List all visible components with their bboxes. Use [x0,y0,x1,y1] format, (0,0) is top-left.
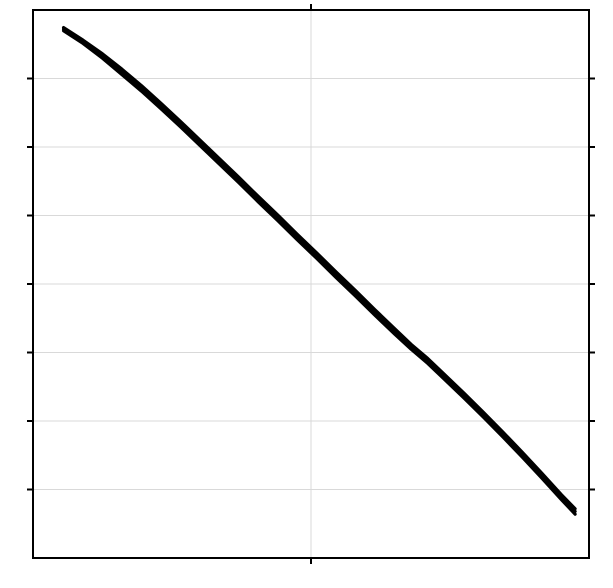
line-chart [0,0,613,588]
chart-background [0,0,613,588]
